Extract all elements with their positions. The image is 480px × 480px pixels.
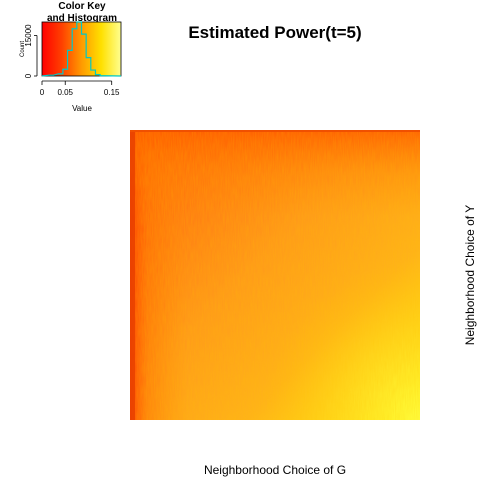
y-axis-label: Neighborhood Choice of Y [463,205,477,346]
heatmap-texture [130,130,420,420]
chart-title: Estimated Power(t=5) [188,23,361,42]
key-x-tick-label: 0 [40,88,45,97]
key-y-label: Count [20,41,26,57]
key-title-line-2: and Histogram [47,13,117,24]
key-title-line-1: Color Key [58,1,106,12]
heatmap-top-stripe [130,130,420,132]
color-key: Color Key and Histogram 0 0.05 0.15 0 15000… [20,1,122,113]
key-x-tick-label: 0.05 [57,88,73,97]
key-y-axis: 0 15000 [24,24,38,78]
x-axis-label: Neighborhood Choice of G [204,463,346,477]
key-x-axis: 0 0.05 0.15 [40,80,120,97]
key-y-tick-label: 15000 [24,24,33,47]
key-y-tick-label: 0 [24,73,33,78]
heatmap-left-stripe [130,130,135,420]
key-x-label: Value [72,104,92,113]
heatmap [130,130,420,420]
key-x-tick-label: 0.15 [104,88,120,97]
histogram-line [41,21,122,77]
